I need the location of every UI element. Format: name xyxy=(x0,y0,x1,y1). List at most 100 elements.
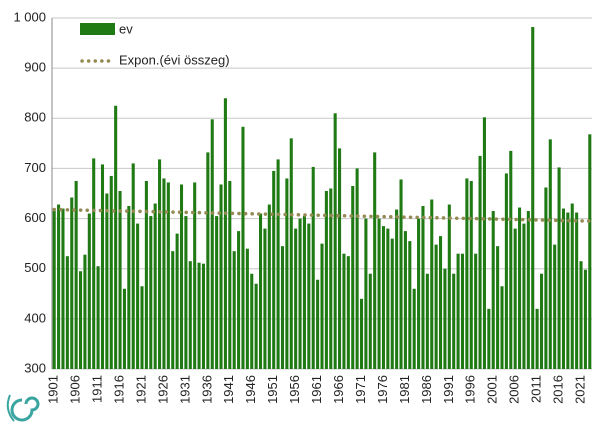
bar xyxy=(513,228,517,369)
bar xyxy=(259,213,263,369)
bar xyxy=(237,231,241,369)
bar xyxy=(421,206,425,369)
bar xyxy=(518,207,522,369)
bar xyxy=(193,182,197,369)
bar xyxy=(465,178,469,369)
x-tick-label: 2001 xyxy=(485,375,500,404)
legend-label: Expon.(évi összeg) xyxy=(119,52,230,67)
bar xyxy=(324,190,328,369)
bar xyxy=(232,251,236,369)
bar xyxy=(342,253,346,369)
x-tick-label: 1976 xyxy=(375,375,390,404)
bar xyxy=(452,273,456,369)
bar xyxy=(307,223,311,369)
bar xyxy=(395,209,399,369)
bar xyxy=(144,180,148,369)
x-tick-label: 1921 xyxy=(133,375,148,404)
bar xyxy=(127,206,131,369)
x-tick-label: 1911 xyxy=(90,375,105,403)
bar xyxy=(526,211,530,369)
bar xyxy=(469,180,473,369)
bar xyxy=(118,190,122,369)
bar xyxy=(359,298,364,369)
bar xyxy=(201,263,205,369)
x-tick-label: 1981 xyxy=(397,375,412,404)
bar xyxy=(298,218,302,369)
x-tick-label: 2006 xyxy=(507,375,522,404)
bar xyxy=(430,199,434,369)
bar xyxy=(140,286,144,369)
bar xyxy=(403,231,407,369)
bar xyxy=(544,187,548,369)
bar xyxy=(583,269,587,369)
bar xyxy=(390,238,394,369)
x-tick-label: 1916 xyxy=(111,375,126,404)
logo-arc xyxy=(6,394,15,422)
bar xyxy=(210,119,214,369)
bar xyxy=(579,261,583,369)
bar xyxy=(254,283,258,369)
bar xyxy=(553,244,557,369)
bar xyxy=(158,159,162,369)
bar xyxy=(250,273,254,369)
y-tick-label: 800 xyxy=(24,110,46,125)
bar xyxy=(285,178,289,369)
bar xyxy=(496,246,500,369)
bar xyxy=(206,152,210,369)
bar xyxy=(460,253,465,369)
y-tick-label: 300 xyxy=(24,360,46,375)
bar xyxy=(535,308,539,369)
bar xyxy=(131,163,135,369)
bar xyxy=(263,228,267,369)
bar xyxy=(245,248,249,369)
bar xyxy=(575,212,579,369)
bar xyxy=(329,188,333,369)
bar xyxy=(320,243,324,369)
bar xyxy=(267,204,271,369)
bar xyxy=(548,139,552,369)
bar xyxy=(355,168,359,369)
bar xyxy=(456,253,460,369)
x-tick-label: 1901 xyxy=(46,375,61,404)
bar xyxy=(373,152,377,369)
x-tick-label: 1966 xyxy=(331,375,346,404)
bar xyxy=(171,251,175,369)
x-tick-label: 2021 xyxy=(572,375,587,404)
bar xyxy=(136,223,140,369)
x-tick-label: 1906 xyxy=(68,375,83,404)
bar xyxy=(179,184,184,369)
x-tick-label: 1946 xyxy=(243,375,258,404)
bar xyxy=(96,266,100,369)
bar xyxy=(408,241,412,369)
bar xyxy=(346,256,350,369)
bar xyxy=(333,113,337,370)
x-tick-label: 1956 xyxy=(287,375,302,404)
x-tick-label: 2016 xyxy=(551,375,566,404)
y-tick-label: 500 xyxy=(24,260,46,275)
x-tick-label: 2011 xyxy=(529,375,544,403)
bar xyxy=(100,164,105,369)
bar xyxy=(338,148,342,369)
bar xyxy=(223,98,227,369)
bar xyxy=(412,288,416,369)
bar xyxy=(478,155,482,369)
bar xyxy=(368,273,372,369)
x-tick-label: 1926 xyxy=(155,375,170,404)
bar xyxy=(561,208,565,369)
bar xyxy=(166,182,170,369)
bar xyxy=(83,254,87,369)
bar xyxy=(425,273,429,369)
bar xyxy=(474,253,478,369)
bar xyxy=(417,218,421,369)
bar xyxy=(114,105,118,369)
bar xyxy=(399,179,403,369)
x-tick-label: 1951 xyxy=(265,375,280,404)
bar xyxy=(241,126,245,369)
bar xyxy=(311,166,315,369)
bar xyxy=(228,180,232,369)
bar xyxy=(443,268,447,369)
bar xyxy=(491,211,495,369)
bar xyxy=(219,184,223,369)
bar xyxy=(70,197,74,369)
bar xyxy=(434,244,438,369)
